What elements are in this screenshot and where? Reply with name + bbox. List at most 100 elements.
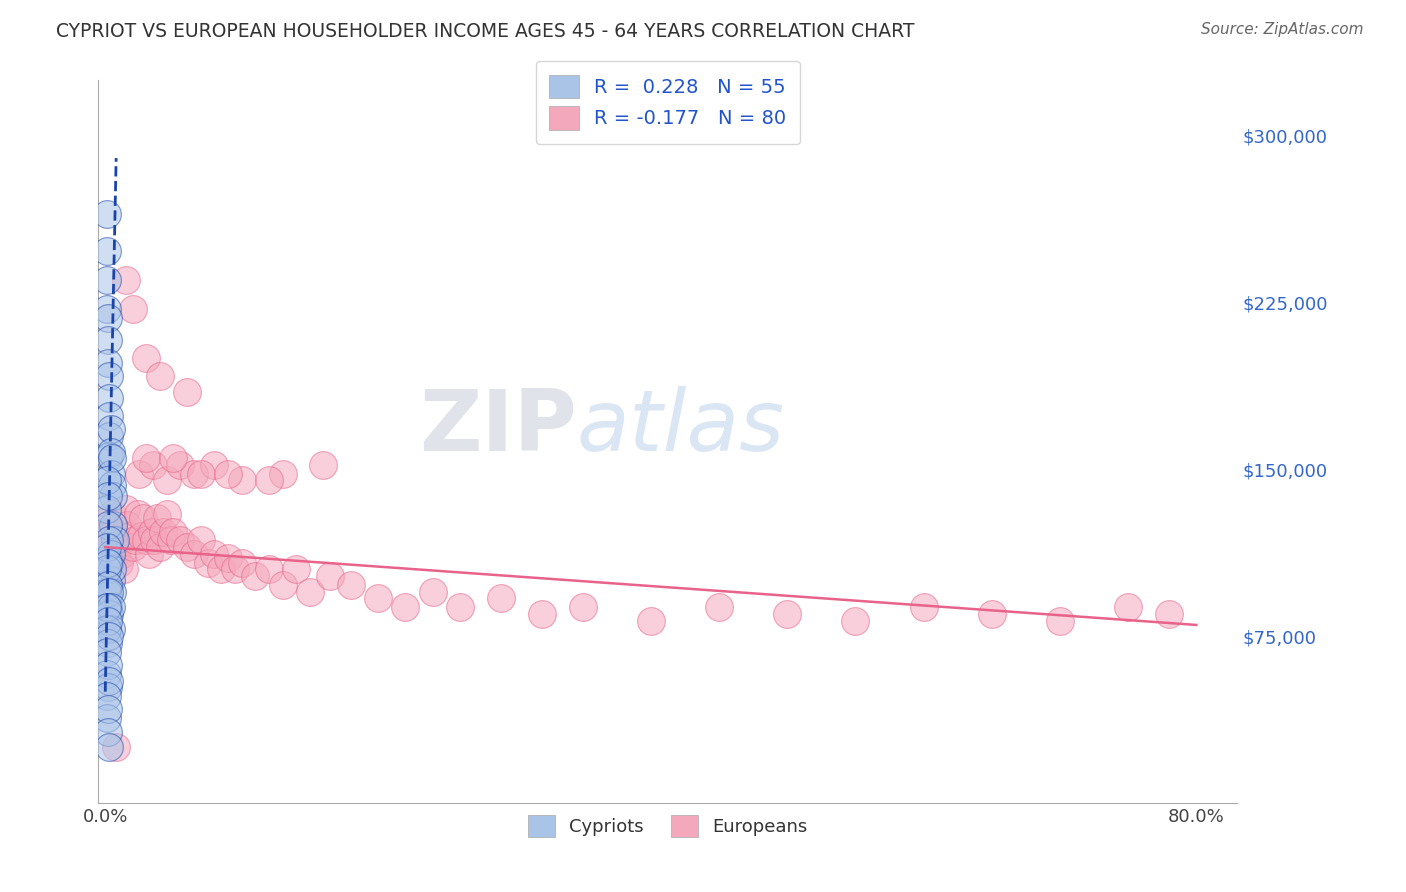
Point: [1049, 614, 1071, 628]
Point: [97, 702, 120, 716]
Point: [104, 533, 127, 548]
Point: [98, 740, 121, 755]
Point: [124, 533, 146, 548]
Point: [156, 474, 179, 488]
Point: [97, 600, 120, 615]
Point: [96, 666, 118, 681]
Point: [96, 474, 118, 488]
Point: [339, 578, 361, 592]
Point: [100, 547, 122, 561]
Point: [97, 578, 120, 592]
Point: [96, 302, 118, 317]
Point: [149, 540, 172, 554]
Point: [224, 562, 246, 576]
Point: [98, 607, 121, 621]
Point: [96, 689, 118, 703]
Point: [97, 489, 120, 503]
Point: [100, 533, 122, 548]
Point: [114, 502, 136, 516]
Point: [176, 384, 198, 399]
Point: [149, 368, 172, 383]
Point: [257, 474, 280, 488]
Point: [101, 507, 124, 521]
Point: [103, 489, 125, 503]
Point: [449, 600, 471, 615]
Text: ZIP: ZIP: [419, 385, 576, 468]
Point: [489, 591, 512, 606]
Point: [571, 600, 593, 615]
Point: [912, 600, 935, 615]
Point: [121, 302, 143, 317]
Point: [285, 562, 308, 576]
Point: [530, 607, 553, 621]
Point: [209, 562, 232, 576]
Point: [100, 623, 122, 637]
Point: [100, 444, 122, 458]
Point: [97, 657, 120, 672]
Point: [162, 524, 184, 539]
Point: [298, 584, 321, 599]
Point: [169, 533, 191, 548]
Point: [143, 533, 166, 548]
Point: [100, 600, 122, 615]
Point: [107, 533, 129, 548]
Point: [159, 533, 181, 548]
Point: [422, 584, 444, 599]
Point: [103, 517, 125, 532]
Point: [190, 467, 212, 481]
Point: [980, 607, 1002, 621]
Point: [96, 711, 118, 725]
Point: [132, 511, 155, 525]
Point: [97, 517, 120, 532]
Point: [97, 334, 120, 348]
Point: [100, 467, 122, 481]
Point: [105, 547, 128, 561]
Point: [121, 540, 143, 554]
Point: [96, 562, 118, 576]
Point: [142, 458, 165, 472]
Point: [96, 645, 118, 659]
Point: [97, 636, 120, 650]
Point: [105, 740, 128, 755]
Point: [108, 556, 131, 570]
Point: [135, 533, 157, 548]
Point: [162, 451, 184, 466]
Point: [367, 591, 389, 606]
Point: [169, 458, 191, 472]
Point: [129, 529, 152, 543]
Point: [98, 449, 121, 463]
Point: [114, 273, 136, 287]
Point: [97, 311, 120, 326]
Point: [115, 517, 138, 532]
Point: [176, 540, 198, 554]
Point: [98, 556, 121, 570]
Point: [101, 478, 124, 492]
Point: [98, 391, 121, 405]
Point: [100, 422, 122, 436]
Point: [101, 451, 124, 466]
Point: [271, 578, 294, 592]
Point: [97, 724, 120, 739]
Point: [96, 502, 118, 516]
Point: [156, 507, 179, 521]
Point: [1116, 600, 1139, 615]
Point: [146, 511, 169, 525]
Point: [202, 547, 225, 561]
Point: [844, 614, 866, 628]
Point: [183, 467, 205, 481]
Point: [141, 524, 163, 539]
Point: [103, 517, 125, 532]
Point: [245, 569, 267, 583]
Point: [231, 474, 253, 488]
Point: [128, 467, 150, 481]
Point: [98, 673, 121, 688]
Point: [97, 556, 120, 570]
Point: [394, 600, 416, 615]
Point: [97, 614, 120, 628]
Point: [96, 540, 118, 554]
Point: [152, 524, 174, 539]
Point: [640, 614, 662, 628]
Point: [98, 584, 121, 599]
Point: [707, 600, 730, 615]
Point: [231, 556, 253, 570]
